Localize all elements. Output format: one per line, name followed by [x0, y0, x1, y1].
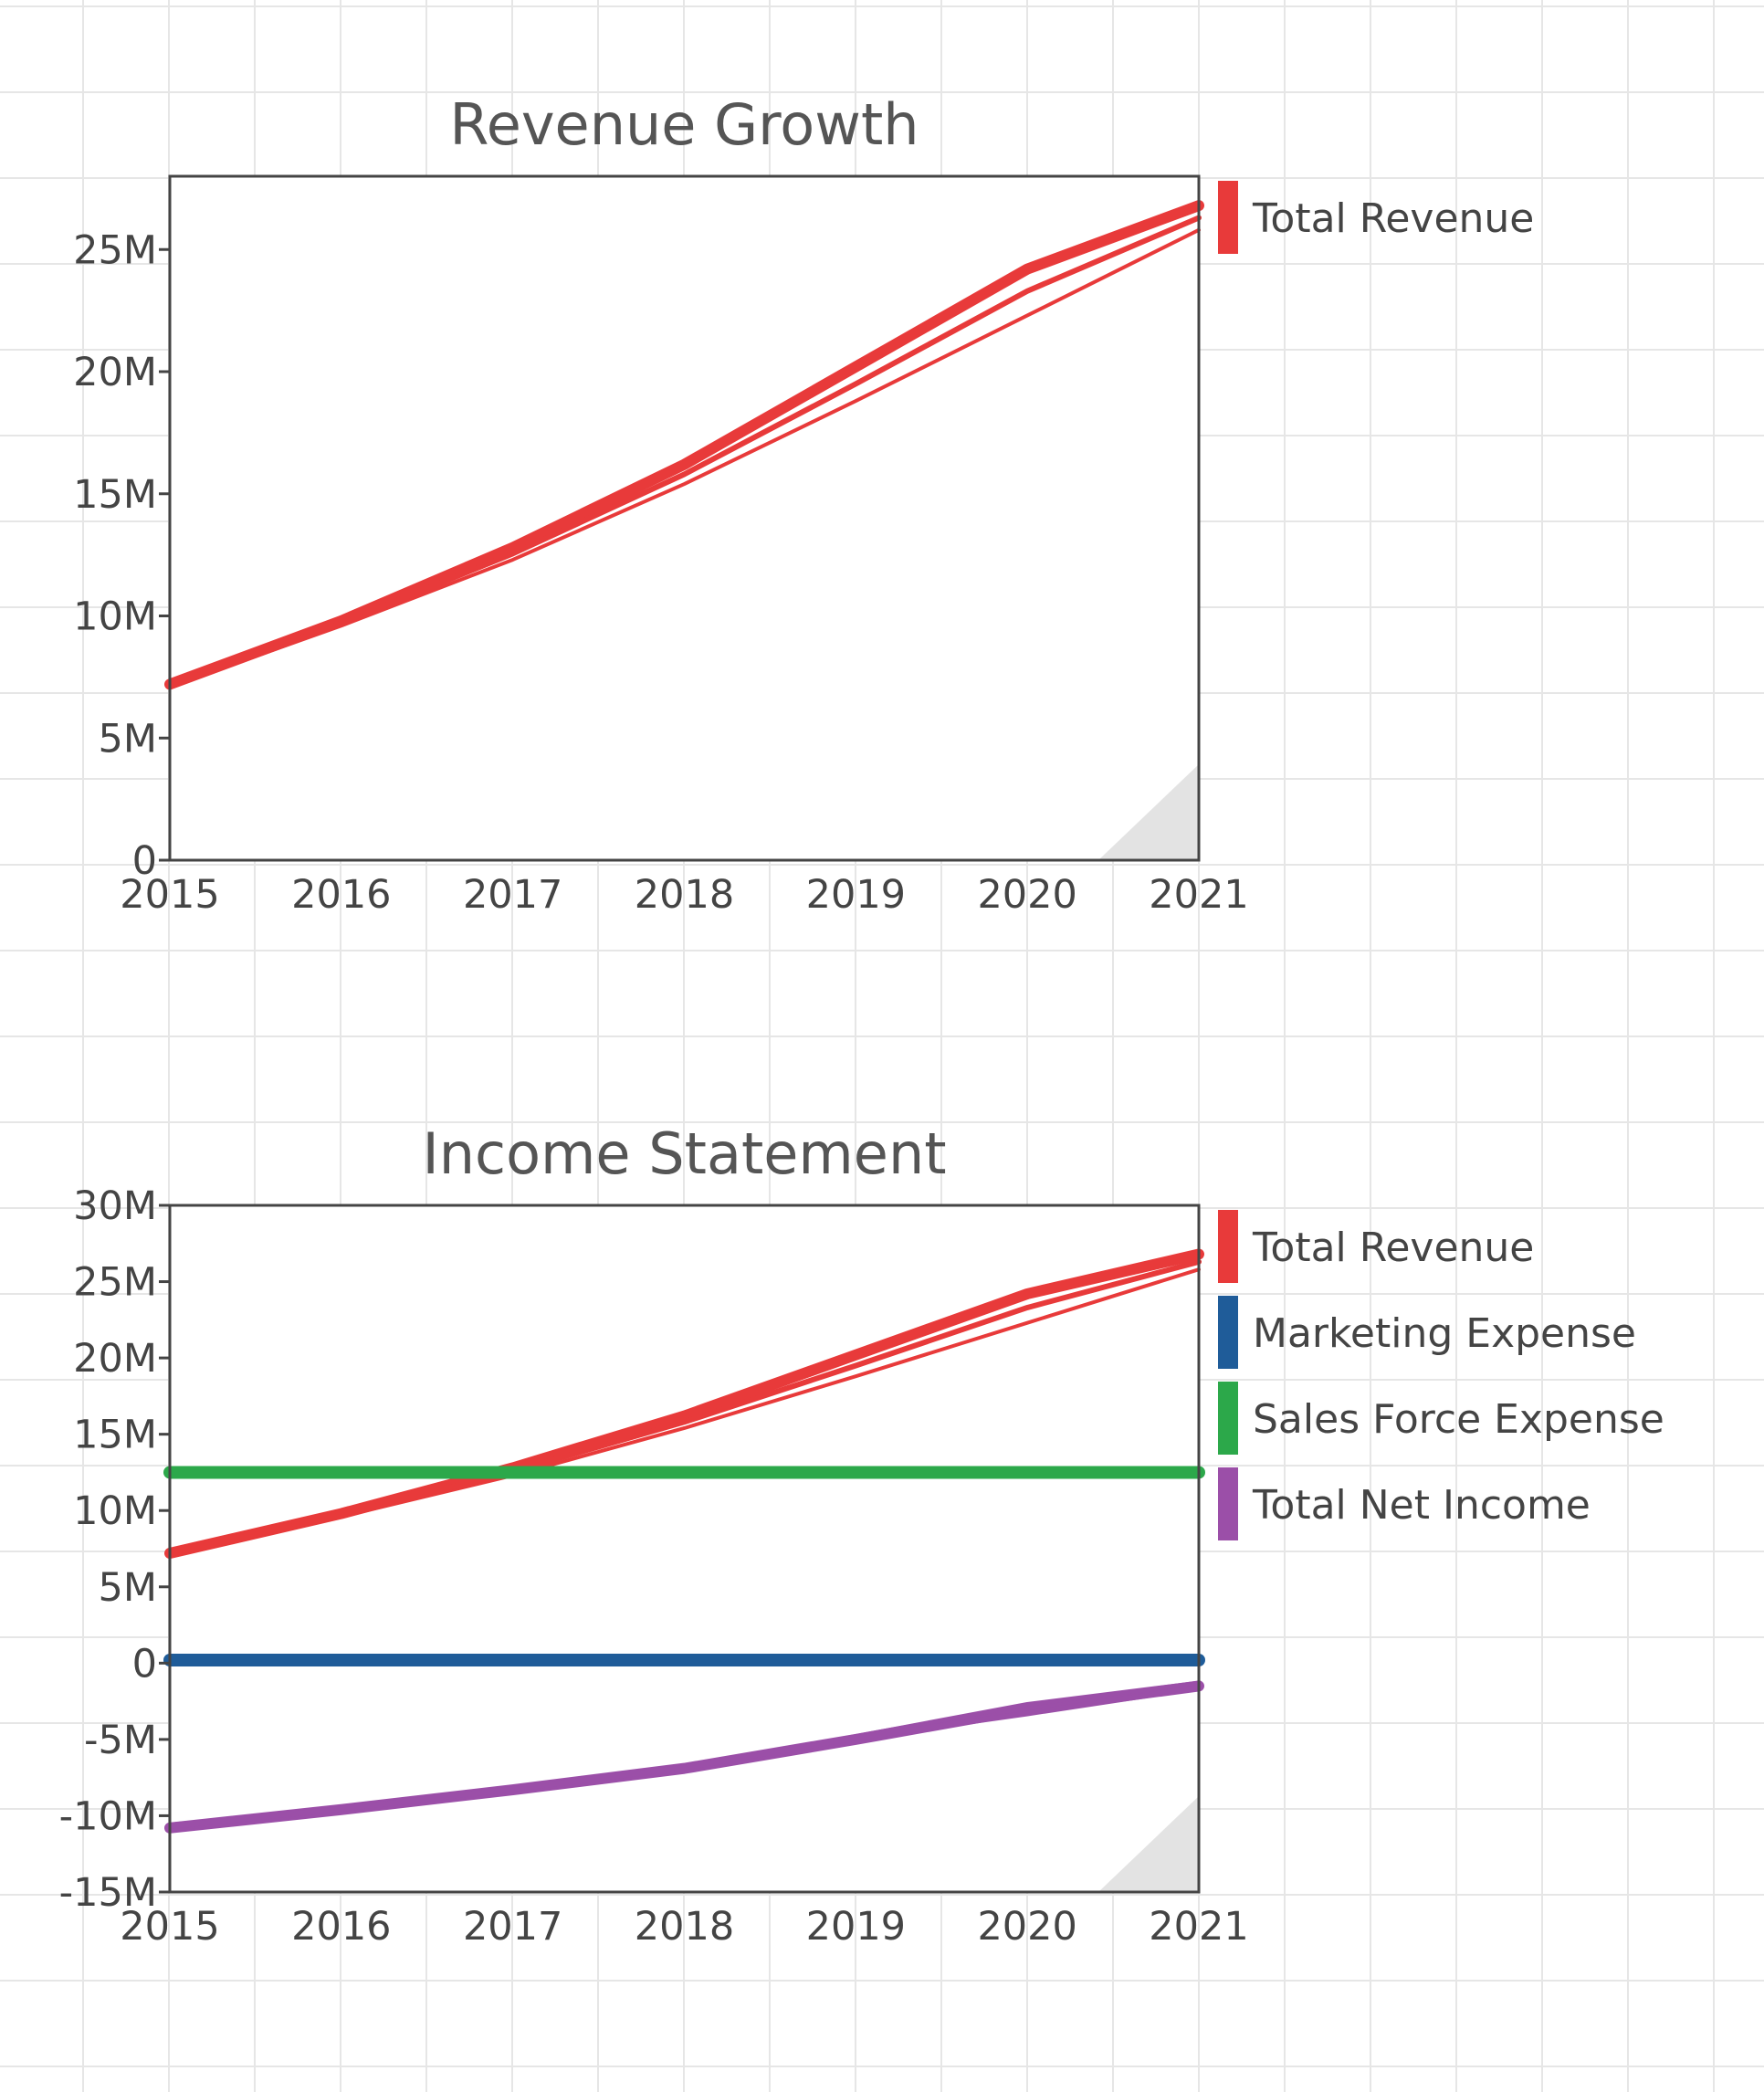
y-tick-label: 25M — [73, 227, 157, 273]
y-tick-label: 0 — [132, 838, 157, 884]
chart-2: Income Statement 30M 25M 20M 15M 10M 5M 0 -5M -10… — [59, 1120, 1664, 1950]
plot-area — [170, 1205, 1199, 1892]
plot-frame — [168, 174, 1201, 862]
x-tick-label: 2019 — [806, 872, 906, 918]
y-tick-label: 25M — [73, 1260, 157, 1306]
chart-1: Revenue Growth 0 5M 10M 15M 20M 25M 2015 2016 201… — [73, 91, 1534, 918]
x-tick-label: 2017 — [463, 872, 562, 918]
legend-label: Total Revenue — [1252, 1225, 1534, 1271]
legend-swatch — [1218, 181, 1238, 254]
legend-item[interactable]: Sales Force Expense — [1218, 1382, 1664, 1455]
y-tick-label: 5M — [99, 1565, 157, 1611]
plot-area — [170, 176, 1199, 860]
x-tick-label: 2016 — [291, 1904, 391, 1950]
legend-swatch — [1218, 1467, 1238, 1540]
legend-label: Total Revenue — [1252, 195, 1534, 242]
legend-item[interactable]: Marketing Expense — [1218, 1296, 1636, 1369]
legend-item[interactable]: Total Revenue — [1218, 1210, 1534, 1283]
y-tick-label: -15M — [59, 1870, 157, 1916]
legend-item[interactable]: Total Net Income — [1218, 1467, 1591, 1540]
chart-title: Revenue Growth — [449, 91, 919, 158]
y-tick-label: 5M — [99, 716, 157, 762]
x-tick-label: 2016 — [291, 872, 391, 918]
y-tick-label: -10M — [59, 1793, 157, 1839]
y-tick-label: 15M — [73, 1413, 157, 1458]
x-tick-label: 2018 — [635, 872, 734, 918]
y-tick-label: 20M — [73, 1336, 157, 1382]
x-tick-label: 2021 — [1149, 1904, 1248, 1950]
legend-item[interactable]: Total Revenue — [1218, 181, 1534, 254]
y-tick-label: 30M — [73, 1183, 157, 1229]
y-tick-label: 10M — [73, 1488, 157, 1534]
y-tick-label: 10M — [73, 594, 157, 640]
series-line-run-2 — [167, 215, 1202, 689]
x-tick-label: 2018 — [635, 1904, 734, 1950]
x-tick-label: 2015 — [120, 872, 219, 918]
legend-swatch — [1218, 1382, 1238, 1455]
x-tick-label: 2017 — [463, 1904, 562, 1950]
x-tick-label: 2020 — [977, 1904, 1076, 1950]
chart-title: Income Statement — [422, 1120, 946, 1187]
legend-swatch — [1218, 1210, 1238, 1283]
legend-swatch — [1218, 1296, 1238, 1369]
resize-handle[interactable] — [1098, 764, 1199, 860]
x-tick-label: 2019 — [806, 1904, 906, 1950]
resize-handle[interactable] — [1098, 1796, 1199, 1892]
legend-label: Total Net Income — [1252, 1482, 1591, 1529]
y-tick-label: 20M — [73, 350, 157, 395]
y-tick-label: 15M — [73, 472, 157, 518]
series-line-run-2 — [167, 1258, 1202, 1557]
y-tick-label: 0 — [132, 1641, 157, 1687]
x-tick-label: 2020 — [977, 872, 1076, 918]
y-tick-label: -5M — [84, 1718, 157, 1763]
x-tick-label: 2021 — [1149, 872, 1248, 918]
legend-label: Marketing Expense — [1253, 1310, 1636, 1357]
series-line-run-7 — [167, 1685, 1202, 1830]
plot-frame — [168, 1204, 1201, 1894]
x-tick-label: 2015 — [120, 1904, 219, 1950]
legend-label: Sales Force Expense — [1253, 1396, 1664, 1443]
